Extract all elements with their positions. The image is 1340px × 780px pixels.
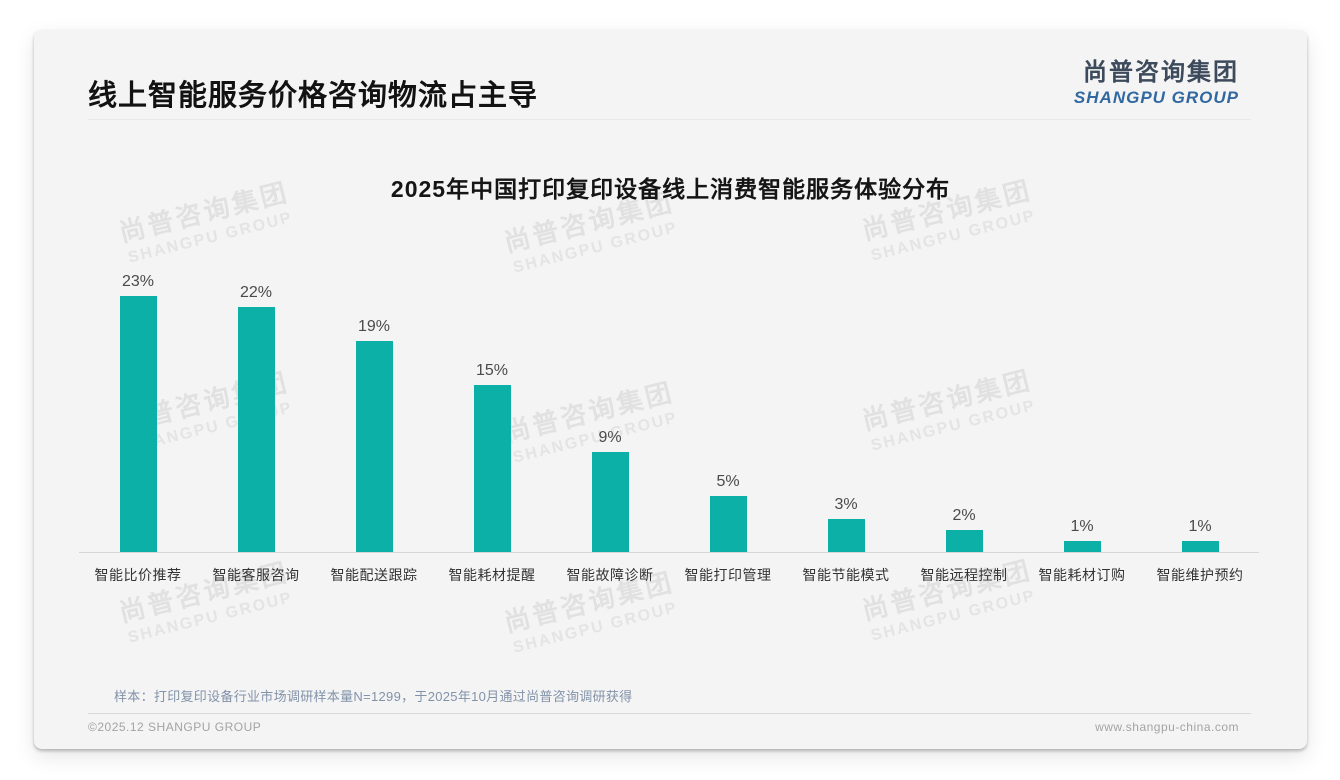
bar	[237, 307, 275, 552]
bar-column: 23%	[79, 268, 197, 552]
footer-divider	[88, 713, 1251, 714]
category-label: 智能维护预约	[1156, 567, 1244, 583]
bar	[355, 341, 393, 552]
header-divider	[88, 119, 1251, 120]
bar-column: 3%	[787, 268, 905, 552]
bar	[119, 296, 157, 552]
category-label: 智能打印管理	[684, 567, 772, 583]
slide-card: 尚普咨询集团 SHANGPU GROUP 尚普咨询集团 SHANGPU GROUP 尚普…	[34, 30, 1307, 749]
category-label: 智能节能模式	[802, 567, 890, 583]
bar	[591, 452, 629, 552]
bar-value-label: 22%	[239, 284, 273, 301]
brand-logo-chinese: 尚普咨询集团	[1083, 59, 1239, 86]
bar-value-label: 9%	[598, 429, 622, 446]
bar-value-label: 2%	[952, 507, 976, 524]
bar	[1181, 541, 1219, 552]
bar	[709, 496, 747, 552]
category-labels-row: 智能比价推荐 智能客服咨询 智能配送跟踪 智能耗材提醒 智能故障诊断 智能打印管理 智能节能…	[79, 565, 1259, 585]
bar	[473, 385, 511, 552]
bar-column: 9%	[551, 268, 669, 552]
bar-column: 22%	[197, 268, 315, 552]
bar-column: 1%	[1023, 268, 1141, 552]
brand-logo-english: SHANGPU GROUP	[1073, 88, 1239, 107]
category-label: 智能故障诊断	[566, 567, 654, 583]
bar-value-label: 23%	[121, 273, 155, 290]
bar	[945, 530, 983, 552]
bar-column: 19%	[315, 268, 433, 552]
bar-value-label: 1%	[1070, 518, 1094, 535]
category-label: 智能配送跟踪	[330, 567, 418, 583]
page-title: 线上智能服务价格咨询物流占主导	[88, 80, 539, 112]
bar-column: 2%	[905, 268, 1023, 552]
category-label: 智能耗材提醒	[448, 567, 536, 583]
bar	[827, 519, 865, 552]
bar-value-label: 5%	[716, 473, 740, 490]
copyright-text: ©2025.12 SHANGPU GROUP	[88, 720, 262, 734]
bar	[1063, 541, 1101, 552]
bar-value-label: 19%	[357, 318, 391, 335]
bar-column: 5%	[669, 268, 787, 552]
bar-value-label: 15%	[475, 362, 509, 379]
bar-value-label: 1%	[1188, 518, 1212, 535]
bar-column: 1%	[1141, 268, 1259, 552]
category-label: 智能客服咨询	[212, 567, 300, 583]
chart-title: 2025年中国打印复印设备线上消费智能服务体验分布	[390, 176, 951, 202]
website-url: www.shangpu-china.com	[1095, 720, 1239, 734]
brand-logo: 尚普咨询集团 SHANGPU GROUP	[1074, 52, 1239, 108]
category-label: 智能比价推荐	[94, 567, 182, 583]
bar-column: 15%	[433, 268, 551, 552]
bar-chart-plot: 23% 22% 19% 15% 9% 5% 3% 2% 1% 1%	[79, 268, 1259, 553]
sample-footnote: 样本：打印复印设备行业市场调研样本量N=1299，于2025年10月通过尚普咨询…	[114, 689, 633, 704]
category-label: 智能远程控制	[920, 567, 1008, 583]
category-label: 智能耗材订购	[1038, 567, 1126, 583]
bar-value-label: 3%	[834, 496, 858, 513]
